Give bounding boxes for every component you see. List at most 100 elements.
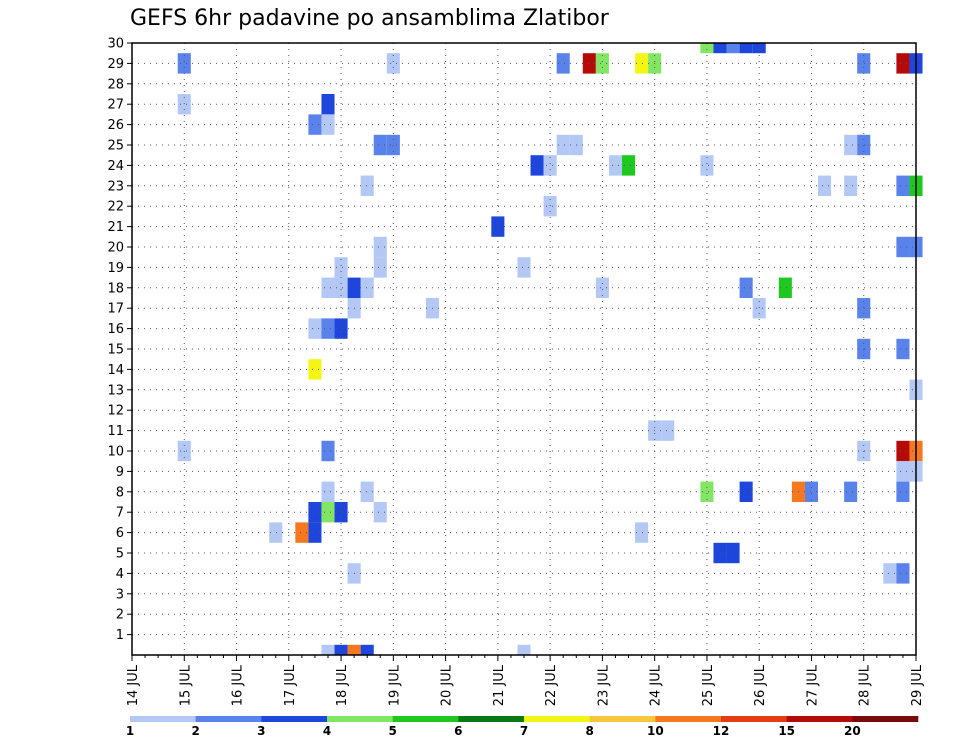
x-tick-label: 26 JUL [753, 664, 768, 706]
x-tick-label: 17 JUL [283, 664, 298, 706]
colorbar-swatch [852, 716, 919, 722]
colorbar-swatch [524, 716, 590, 722]
y-tick-label: 2 [116, 608, 124, 623]
precip-cell [334, 502, 348, 523]
colorbar-swatch [392, 716, 459, 722]
y-tick-label: 5 [116, 547, 124, 562]
colorbar-swatch [721, 716, 787, 722]
precip-cell [177, 53, 191, 74]
precip-cell [373, 236, 387, 258]
precip-cell [635, 522, 649, 543]
precip-cell [778, 277, 792, 298]
colorbar-label: 4 [323, 724, 331, 738]
y-axis: 1234567891011121314151617181920212223242… [107, 37, 132, 643]
x-tick-label: 29 JUL [910, 664, 925, 706]
precip-cell [347, 644, 361, 655]
y-tick-label: 3 [116, 587, 124, 602]
x-tick-label: 28 JUL [858, 664, 873, 706]
y-tick-label: 17 [107, 302, 124, 317]
y-tick-label: 7 [116, 506, 124, 521]
y-tick-label: 19 [107, 261, 124, 276]
precip-cell [373, 257, 387, 278]
y-tick-label: 23 [107, 179, 124, 194]
colorbar-swatch [327, 716, 393, 722]
precip-cell [752, 298, 766, 319]
grid-layer [132, 43, 916, 655]
precip-cell [334, 277, 348, 298]
x-tick-label: 23 JUL [596, 664, 611, 706]
colorbar-label: 1 [126, 724, 134, 738]
precip-cell [844, 175, 858, 196]
x-tick-label: 16 JUL [231, 664, 246, 706]
x-tick-label: 15 JUL [178, 664, 193, 706]
colorbar-swatch [130, 716, 196, 722]
y-tick-label: 29 [107, 57, 124, 72]
y-tick-label: 15 [107, 343, 124, 358]
precip-cell [713, 43, 727, 54]
y-tick-label: 25 [107, 139, 124, 154]
precip-cell [543, 155, 557, 176]
x-tick-label: 21 JUL [492, 664, 507, 706]
precip-cell [608, 155, 622, 176]
precip-cell [896, 440, 910, 462]
precip-cell [373, 502, 387, 523]
precip-cell [308, 359, 322, 380]
precip-cell [295, 522, 309, 543]
precip-cell [700, 43, 714, 54]
precip-cell [844, 481, 858, 502]
precip-cell [739, 277, 753, 298]
precip-cell [321, 502, 335, 523]
y-tick-label: 26 [107, 118, 124, 133]
precip-cell [556, 53, 570, 74]
y-tick-label: 6 [116, 526, 124, 541]
precip-cell [360, 277, 374, 298]
colorbar-label: 5 [388, 724, 396, 738]
precip-cell [360, 644, 374, 655]
precip-cell [896, 53, 910, 74]
precip-cell [896, 175, 910, 196]
precip-cell [308, 318, 322, 339]
y-tick-label: 13 [107, 383, 124, 398]
y-tick-label: 9 [116, 465, 124, 480]
y-tick-label: 21 [107, 220, 124, 235]
x-tick-label: 27 JUL [805, 664, 820, 706]
colorbar-label: 6 [454, 724, 462, 738]
y-tick-label: 12 [107, 404, 124, 419]
precip-cell [622, 155, 636, 176]
colorbar-label: 10 [647, 724, 664, 738]
y-tick-label: 14 [107, 363, 124, 378]
y-tick-label: 4 [116, 567, 124, 582]
precip-cell [269, 522, 283, 543]
precip-cell [700, 481, 714, 502]
precip-cell [883, 563, 897, 584]
precip-cell [857, 53, 871, 74]
x-tick-label: 18 JUL [335, 664, 350, 706]
colorbar-swatch [195, 716, 262, 722]
y-tick-label: 20 [107, 241, 124, 256]
precip-cell [556, 134, 570, 156]
precip-cell [321, 277, 335, 298]
precip-cell [896, 461, 910, 482]
precip-cell [360, 175, 374, 196]
x-tick-label: 19 JUL [387, 664, 402, 706]
precip-cell [321, 440, 335, 462]
precip-cell [635, 53, 649, 74]
y-tick-label: 27 [107, 98, 124, 113]
precip-cell [896, 236, 910, 258]
colorbar-swatch [458, 716, 525, 722]
colorbar-label: 20 [844, 724, 861, 738]
precip-cell [857, 298, 871, 319]
precip-cell [177, 94, 191, 115]
precip-cell [321, 644, 335, 655]
precip-cell [739, 43, 753, 54]
precip-cell [595, 53, 609, 74]
x-axis: 14 JUL 15 JUL 16 JUL 17 JUL 18 JUL 19 JUL 20 J… [126, 655, 925, 706]
colorbar-label: 12 [713, 724, 730, 738]
colorbar-swatch [786, 716, 853, 722]
precip-cell [896, 338, 910, 360]
y-tick-label: 28 [107, 77, 124, 92]
y-tick-label: 1 [116, 628, 124, 643]
precip-cell [321, 94, 335, 115]
precip-cell [373, 134, 387, 156]
